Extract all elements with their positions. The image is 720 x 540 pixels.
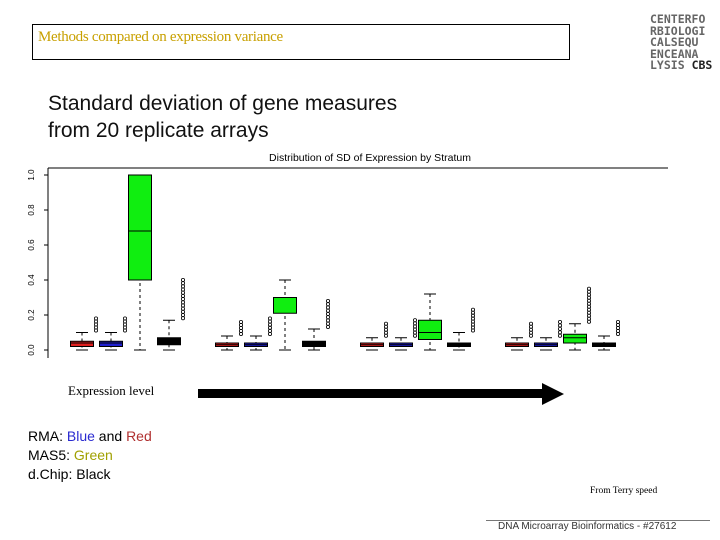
y-tick-label: 0.0 — [27, 344, 36, 356]
outlier-point — [123, 316, 128, 321]
outlier-point — [558, 330, 563, 335]
subtitle-line-1: Standard deviation of gene measures — [48, 92, 398, 115]
y-tick-label: 0.8 — [27, 204, 36, 216]
outlier-point — [267, 316, 272, 321]
box-green — [418, 319, 442, 340]
legend-mas5: MAS5: Green — [28, 447, 113, 463]
logo-line: RBIOLOGI — [650, 23, 706, 38]
box-black — [302, 340, 326, 347]
outlier-point — [383, 321, 388, 326]
outlier-point — [325, 311, 330, 316]
box-blue — [99, 340, 123, 347]
outlier-point — [528, 321, 533, 326]
cbs-logo: CENTERFO RBIOLOGI CALSEQU ENCEANA LYSIS … — [650, 12, 713, 72]
box-green — [273, 297, 297, 314]
slide-subtitle: Standard deviation of gene measures from… — [48, 90, 397, 144]
outlier-point — [325, 302, 330, 307]
arrow-right-icon — [542, 383, 564, 405]
logo-line: CENTERFO — [650, 12, 706, 26]
outlier-point — [558, 319, 563, 324]
outlier-point — [180, 281, 185, 286]
header-box — [32, 24, 570, 60]
method-legend: RMA: Blue and Red MAS5: Green d.Chip: Bl… — [28, 427, 152, 484]
outlier-point — [180, 287, 185, 292]
outlier-point — [616, 319, 621, 324]
outlier-point — [325, 298, 330, 303]
outlier-point — [325, 305, 330, 310]
y-tick-label: 0.6 — [27, 239, 36, 251]
subtitle-line-2: from 20 replicate arrays — [48, 119, 269, 142]
outlier-point — [587, 286, 592, 291]
outlier-point — [325, 321, 330, 326]
outlier-point — [180, 303, 185, 308]
outlier-point — [180, 290, 185, 295]
sd-boxplot-chart: Distribution of SD of Expression by Stra… — [27, 152, 668, 358]
outlier-point — [180, 277, 185, 282]
outlier-point — [180, 309, 185, 314]
footer-divider — [486, 520, 710, 521]
outlier-point — [180, 306, 185, 311]
footer-text: DNA Microarray Bioinformatics - #27612 — [498, 521, 677, 532]
outlier-point — [94, 316, 99, 321]
logo-line: LYSIS CBS — [650, 58, 713, 72]
outlier-point — [180, 284, 185, 289]
outlier-point — [180, 297, 185, 302]
chart-title: Distribution of SD of Expression by Stra… — [269, 152, 471, 164]
logo-line: CALSEQU — [650, 35, 699, 49]
outlier-point — [558, 333, 563, 338]
outlier-point — [558, 323, 563, 328]
outlier-point — [180, 316, 185, 321]
y-tick-label: 0.4 — [27, 274, 36, 286]
outlier-point — [325, 324, 330, 329]
outlier-point — [325, 308, 330, 313]
legend-dchip: d.Chip: Black — [28, 466, 111, 482]
legend-rma: RMA: Blue and Red — [28, 428, 152, 444]
outlier-point — [558, 326, 563, 331]
box-green — [563, 333, 587, 344]
outlier-point — [180, 313, 185, 318]
y-tick-label: 0.2 — [27, 309, 36, 321]
x-axis-label: Expression level — [68, 383, 155, 398]
slide-title: Methods compared on expression variance — [38, 29, 283, 45]
expression-arrow-line — [198, 389, 544, 398]
logo-line: ENCEANA — [650, 46, 699, 61]
outlier-point — [412, 318, 417, 323]
credit-text: From Terry speed — [590, 486, 658, 496]
outlier-point — [180, 300, 185, 305]
outlier-point — [325, 318, 330, 323]
outlier-point — [238, 319, 243, 324]
outlier-point — [180, 293, 185, 298]
outlier-point — [470, 307, 475, 312]
y-tick-label: 1.0 — [27, 169, 36, 181]
box-green — [128, 174, 152, 281]
box-black — [157, 337, 181, 346]
outlier-point — [325, 315, 330, 320]
box-red — [70, 340, 94, 347]
